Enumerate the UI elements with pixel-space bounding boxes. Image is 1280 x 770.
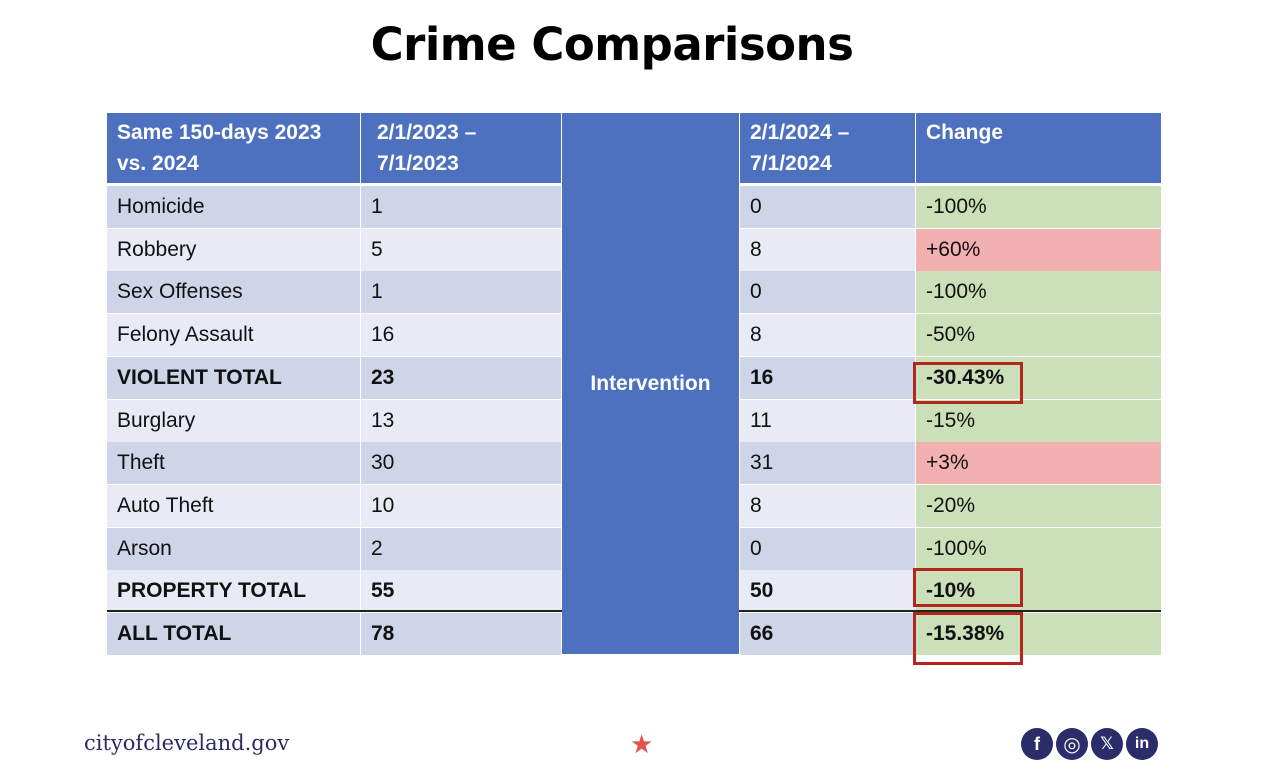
cell-category: ALL TOTAL bbox=[107, 613, 360, 655]
cell-2023: 13 bbox=[361, 399, 561, 442]
intervention-label: Intervention bbox=[590, 371, 711, 395]
page-title: Crime Comparisons bbox=[370, 18, 854, 71]
cell-category: PROPERTY TOTAL bbox=[107, 570, 360, 613]
cell-2023: 16 bbox=[361, 314, 561, 357]
cell-2024: 8 bbox=[740, 484, 915, 527]
linkedin-icon[interactable]: in bbox=[1126, 728, 1158, 760]
table-row: Homicide 1 0 -100% bbox=[107, 186, 1161, 228]
header-category: Same 150-days 2023 vs. 2024 bbox=[107, 113, 360, 183]
footer-website-link[interactable]: cityofcleveland.gov bbox=[84, 731, 290, 755]
cell-category: Felony Assault bbox=[107, 314, 360, 357]
cell-2023: 55 bbox=[361, 570, 561, 613]
cell-2024: 0 bbox=[740, 186, 915, 228]
cell-change: -10% bbox=[916, 570, 1161, 613]
cell-2024: 31 bbox=[740, 442, 915, 485]
table-row: Burglary 13 11 -15% bbox=[107, 399, 1161, 442]
table-row: ALL TOTAL 78 66 -15.38% bbox=[107, 613, 1161, 655]
cell-change: -50% bbox=[916, 314, 1161, 357]
cell-2023: 2 bbox=[361, 527, 561, 570]
table-row: Felony Assault 16 8 -50% bbox=[107, 314, 1161, 357]
facebook-icon[interactable]: f bbox=[1021, 728, 1053, 760]
table-row: Auto Theft 10 8 -20% bbox=[107, 484, 1161, 527]
table-row: Arson 2 0 -100% bbox=[107, 527, 1161, 570]
cell-2024: 0 bbox=[740, 271, 915, 314]
cell-change: +3% bbox=[916, 442, 1161, 485]
cell-2024: 11 bbox=[740, 399, 915, 442]
star-icon: ★ bbox=[630, 729, 654, 759]
cell-2023: 1 bbox=[361, 186, 561, 228]
cell-category: Arson bbox=[107, 527, 360, 570]
table-row: Sex Offenses 1 0 -100% bbox=[107, 271, 1161, 314]
highlight-property-total-change bbox=[913, 568, 1023, 607]
cell-2023: 5 bbox=[361, 228, 561, 271]
all-total-divider-right bbox=[739, 610, 1161, 612]
x-icon[interactable]: 𝕏 bbox=[1091, 728, 1123, 760]
cell-change: -100% bbox=[916, 527, 1161, 570]
cell-2024: 16 bbox=[740, 356, 915, 399]
cell-change: -100% bbox=[916, 271, 1161, 314]
cell-change: +60% bbox=[916, 228, 1161, 271]
table-row: Theft 30 31 +3% bbox=[107, 442, 1161, 485]
all-total-divider-left bbox=[107, 610, 562, 612]
instagram-icon[interactable]: ◎ bbox=[1056, 728, 1088, 760]
cell-category: Robbery bbox=[107, 228, 360, 271]
cell-change: -100% bbox=[916, 186, 1161, 228]
cell-2024: 8 bbox=[740, 228, 915, 271]
cell-2024: 8 bbox=[740, 314, 915, 357]
cell-change: -20% bbox=[916, 484, 1161, 527]
cell-category: Homicide bbox=[107, 186, 360, 228]
table-row: Robbery 5 8 +60% bbox=[107, 228, 1161, 271]
cell-change: -15% bbox=[916, 399, 1161, 442]
cell-2024: 50 bbox=[740, 570, 915, 613]
cell-2023: 30 bbox=[361, 442, 561, 485]
cell-2023: 78 bbox=[361, 613, 561, 655]
table-row: PROPERTY TOTAL 55 50 -10% bbox=[107, 570, 1161, 613]
cell-change: -15.38% bbox=[916, 613, 1161, 655]
highlight-violent-total-change bbox=[913, 362, 1023, 404]
cell-2024: 0 bbox=[740, 527, 915, 570]
cell-2024: 66 bbox=[740, 613, 915, 655]
cell-category: Burglary bbox=[107, 399, 360, 442]
header-change: Change bbox=[916, 113, 1161, 183]
header-period-2024: 2/1/2024 – 7/1/2024 bbox=[740, 113, 915, 183]
highlight-all-total-change bbox=[913, 612, 1023, 665]
intervention-column: Intervention bbox=[562, 113, 739, 654]
cell-2023: 10 bbox=[361, 484, 561, 527]
cell-2023: 1 bbox=[361, 271, 561, 314]
cell-category: Theft bbox=[107, 442, 360, 485]
cell-category: VIOLENT TOTAL bbox=[107, 356, 360, 399]
cell-category: Auto Theft bbox=[107, 484, 360, 527]
cell-category: Sex Offenses bbox=[107, 271, 360, 314]
social-links: f ◎ 𝕏 in bbox=[1021, 728, 1158, 760]
cell-2023: 23 bbox=[361, 356, 561, 399]
header-period-2023: 2/1/2023 – 7/1/2023 bbox=[361, 113, 561, 183]
